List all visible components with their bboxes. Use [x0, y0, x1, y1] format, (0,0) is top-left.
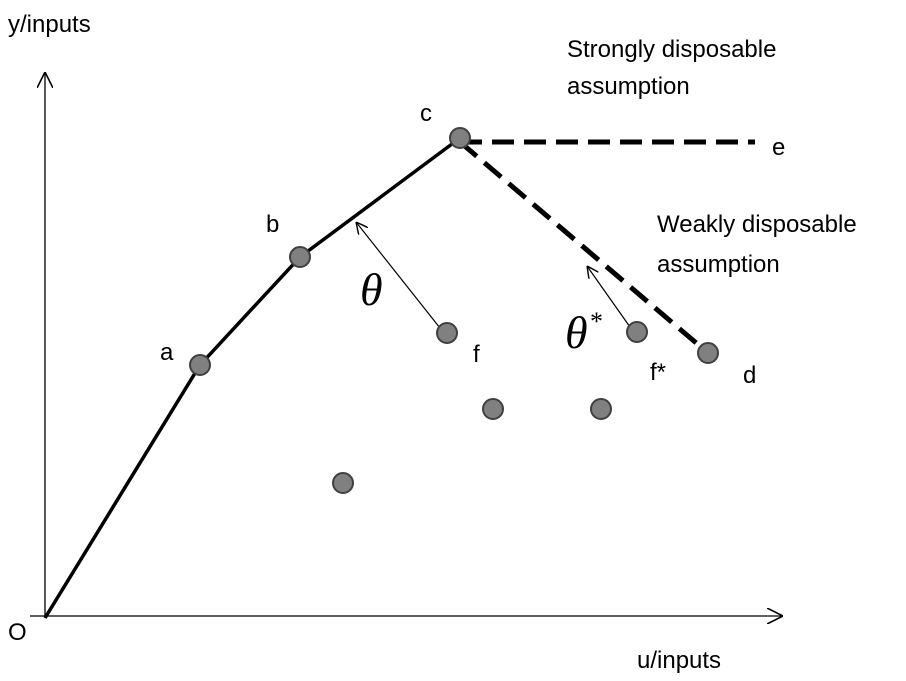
point	[590, 398, 612, 420]
point-c	[449, 127, 471, 149]
point-label: d	[743, 362, 756, 389]
theta-star-symbol: θ	[565, 307, 588, 358]
theta-star-superscript: *	[590, 307, 603, 336]
origin-label: O	[8, 619, 27, 646]
x-axis-label: u/inputs	[637, 647, 721, 674]
theta-symbol: θ	[360, 264, 383, 315]
point-label: c	[420, 100, 432, 127]
point-b	[289, 246, 311, 268]
annotation: assumption	[657, 251, 780, 278]
annotation: Weakly disposable	[657, 211, 857, 238]
point-label: f*	[650, 359, 666, 386]
point-f-star	[626, 321, 648, 343]
point-a	[189, 354, 211, 376]
annotation: assumption	[567, 73, 690, 100]
theta-star-arrow	[587, 266, 631, 328]
annotation: Strongly disposable	[567, 36, 776, 63]
frontier-line	[43, 136, 462, 619]
theta-arrow	[356, 222, 441, 329]
weak-dashed-line	[458, 140, 710, 355]
point	[332, 472, 354, 494]
point-label: f	[473, 341, 480, 368]
point-f	[436, 322, 458, 344]
point-label: b	[266, 211, 279, 238]
y-axis-label: y/inputs	[8, 11, 91, 38]
point-label: a	[160, 339, 174, 366]
point	[482, 398, 504, 420]
point-label: e	[772, 134, 785, 161]
point-d	[697, 342, 719, 364]
